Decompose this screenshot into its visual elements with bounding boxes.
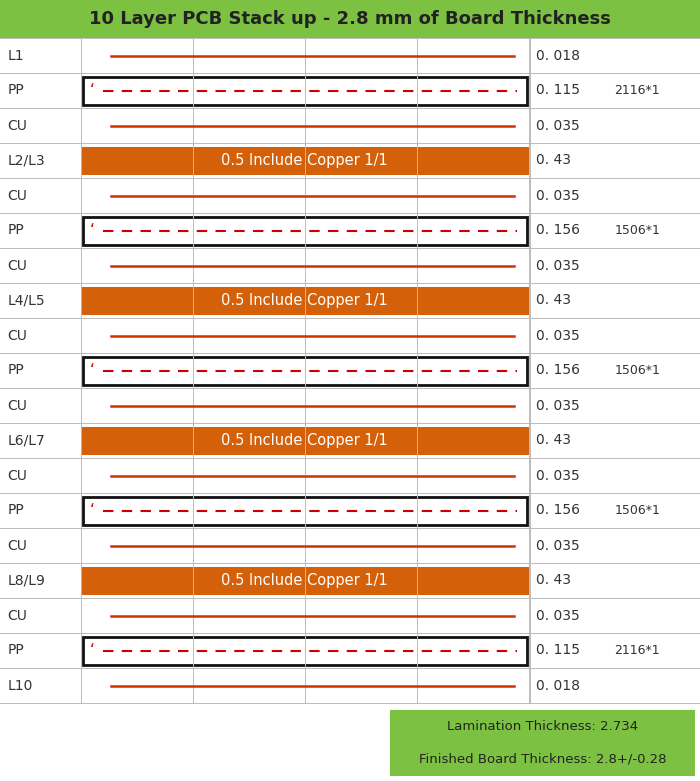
Bar (83, 356, 526, 384)
Text: CU: CU (8, 119, 27, 133)
Text: 0. 115: 0. 115 (536, 644, 580, 658)
Text: ‘: ‘ (90, 223, 95, 238)
Text: PP: PP (8, 363, 25, 377)
Text: L2/L3: L2/L3 (8, 154, 45, 167)
Text: L6/L7: L6/L7 (8, 433, 46, 448)
Bar (0, 0, 700, 38)
Text: 0. 035: 0. 035 (536, 539, 580, 552)
Text: 2116*1: 2116*1 (615, 84, 660, 97)
Text: L4/L5: L4/L5 (8, 294, 45, 308)
Bar (83, 637, 526, 665)
Bar (80, 426, 528, 455)
Text: ‘: ‘ (90, 363, 95, 378)
Text: 2116*1: 2116*1 (615, 644, 660, 657)
Text: 0.5 Include Copper 1/1: 0.5 Include Copper 1/1 (221, 433, 388, 448)
Text: 0. 035: 0. 035 (536, 329, 580, 343)
Text: CU: CU (8, 539, 27, 552)
Text: Finished Board Thickness: 2.8+/-0.28: Finished Board Thickness: 2.8+/-0.28 (419, 753, 666, 766)
Text: 0. 43: 0. 43 (536, 154, 571, 167)
Text: L10: L10 (8, 679, 33, 693)
Text: L1: L1 (8, 48, 24, 62)
Text: ‘: ‘ (90, 643, 95, 658)
Bar (83, 497, 526, 525)
Text: CU: CU (8, 329, 27, 343)
Text: 0. 035: 0. 035 (536, 608, 580, 622)
Text: 1506*1: 1506*1 (615, 224, 660, 237)
Text: ‘: ‘ (90, 503, 95, 518)
Text: 0.5 Include Copper 1/1: 0.5 Include Copper 1/1 (221, 293, 388, 308)
Text: PP: PP (8, 223, 25, 237)
Text: 0. 035: 0. 035 (536, 398, 580, 412)
Text: ‘: ‘ (90, 83, 95, 98)
Text: 0. 035: 0. 035 (536, 259, 580, 273)
Bar (80, 147, 528, 174)
Text: PP: PP (8, 644, 25, 658)
Text: 0.5 Include Copper 1/1: 0.5 Include Copper 1/1 (221, 573, 388, 588)
Text: 0.5 Include Copper 1/1: 0.5 Include Copper 1/1 (221, 153, 388, 168)
Text: L8/L9: L8/L9 (8, 573, 46, 587)
Text: CU: CU (8, 259, 27, 273)
Text: 0. 018: 0. 018 (536, 679, 580, 693)
Text: 10 Layer PCB Stack up - 2.8 mm of Board Thickness: 10 Layer PCB Stack up - 2.8 mm of Board … (89, 10, 611, 28)
Text: Lamination Thickness: 2.734: Lamination Thickness: 2.734 (447, 720, 638, 733)
Bar (80, 287, 528, 315)
Bar (390, 710, 695, 776)
Text: 0. 43: 0. 43 (536, 573, 571, 587)
Text: PP: PP (8, 504, 25, 518)
Text: 0. 035: 0. 035 (536, 469, 580, 483)
Text: 1506*1: 1506*1 (615, 364, 660, 377)
Text: 0. 035: 0. 035 (536, 188, 580, 202)
Text: PP: PP (8, 84, 25, 98)
Bar (83, 216, 526, 244)
Text: 0. 43: 0. 43 (536, 294, 571, 308)
Text: 1506*1: 1506*1 (615, 504, 660, 517)
Text: CU: CU (8, 608, 27, 622)
Text: 0. 156: 0. 156 (536, 363, 580, 377)
Text: 0. 035: 0. 035 (536, 119, 580, 133)
Text: CU: CU (8, 398, 27, 412)
Text: CU: CU (8, 188, 27, 202)
Bar (83, 77, 526, 105)
Text: 0. 115: 0. 115 (536, 84, 580, 98)
Text: 0. 018: 0. 018 (536, 48, 580, 62)
Text: CU: CU (8, 469, 27, 483)
Text: 0. 156: 0. 156 (536, 504, 580, 518)
Text: 0. 43: 0. 43 (536, 433, 571, 448)
Bar (80, 566, 528, 594)
Text: 0. 156: 0. 156 (536, 223, 580, 237)
